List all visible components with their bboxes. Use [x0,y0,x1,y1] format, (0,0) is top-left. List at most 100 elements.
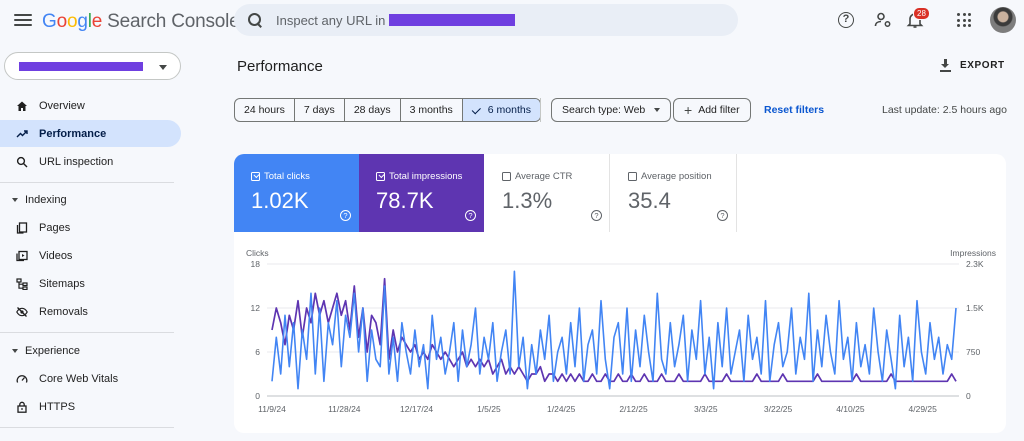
help-icon[interactable]: ? [838,12,854,28]
notification-badge: 28 [913,7,930,20]
add-filter-button[interactable]: + Add filter [673,98,751,122]
sidebar-item-overview[interactable]: Overview [0,92,182,119]
section-label: Experience [25,345,81,357]
metric-label: Total clicks [264,171,310,182]
y-right-tick-label: 0 [966,391,971,401]
chevron-down-icon [654,108,661,112]
x-tick-label: 4/29/25 [909,404,938,414]
sidebar-divider [0,427,174,428]
y-left-tick-label: 18 [251,259,261,269]
y-right-tick-label: 750 [966,347,980,357]
sidebar-item-label: Removals [39,305,88,318]
metric-average-position[interactable]: Average position 35.4 ? [611,154,737,232]
help-icon[interactable]: ? [465,210,476,221]
logo-letter: l [87,11,92,32]
manage-accounts-icon[interactable] [873,10,893,30]
y-left-axis-label: Clicks [246,248,269,258]
range-label: 24 hours [244,104,285,116]
search-type-label: Search type: Web [562,104,646,116]
x-tick-label: 1/5/25 [477,404,501,414]
download-icon [940,58,951,72]
logo-letter: g [77,11,88,32]
metric-total-impressions[interactable]: Total impressions 78.7K ? [359,154,484,232]
sidebar-item-url-inspection[interactable]: URL inspection [0,148,182,175]
sidebar-section-experience[interactable]: Experience [0,340,182,362]
sidebar-item-label: Core Web Vitals [39,372,119,385]
apps-grid-icon[interactable] [957,13,971,27]
performance-chart[interactable]: Clicks Impressions 0 0 6 750 12 1.5K 18 2.3K 11/9/… [234,244,1006,429]
sidebar-item-removals[interactable]: Removals [0,298,182,325]
help-icon[interactable]: ? [340,210,351,221]
x-tick-label: 11/28/24 [328,404,361,414]
performance-card: Total clicks 1.02K ? Total impressions 7… [234,154,1006,433]
range-7-days[interactable]: 7 days [295,99,345,121]
range-6-months[interactable]: 6 months [462,99,540,121]
x-tick-label: 1/24/25 [547,404,576,414]
logo-letter: e [91,11,103,32]
metric-average-ctr[interactable]: Average CTR 1.3% ? [485,154,610,232]
range-24-hours[interactable]: 24 hours [235,99,295,121]
range-3-months[interactable]: 3 months [401,99,463,121]
export-button[interactable]: EXPORT [940,56,1005,74]
search-type-dropdown[interactable]: Search type: Web [551,98,672,122]
filter-divider [540,98,541,122]
x-tick-label: 4/10/25 [836,404,865,414]
export-label: EXPORT [960,59,1005,71]
help-icon[interactable]: ? [717,210,728,221]
sitemap-icon [16,277,28,290]
sidebar-item-core-web-vitals[interactable]: Core Web Vitals [0,365,182,392]
sidebar-section-indexing[interactable]: Indexing [0,189,182,211]
url-inspection-search[interactable]: Inspect any URL in [234,4,738,36]
y-right-axis-label: Impressions [950,248,996,258]
logo-letter: G [42,11,57,32]
metric-value: 35.4 [628,188,671,213]
pages-icon [16,221,28,234]
sidebar-item-label: Performance [39,127,107,140]
metric-label: Average position [641,171,712,182]
page-title: Performance [237,58,323,75]
home-icon [17,101,27,111]
y-right-tick-label: 2.3K [966,259,984,269]
chevron-down-icon [12,349,18,353]
lock-icon [17,401,27,413]
y-left-tick-label: 0 [255,391,260,401]
checkbox-icon [376,172,385,181]
range-label: 3 months [409,104,453,116]
visibility-off-icon [16,306,28,317]
x-tick-label: 11/9/24 [258,404,286,414]
redacted-property [389,14,516,26]
search-icon [16,156,28,167]
range-28-days[interactable]: 28 days [345,99,401,121]
last-update-text: Last update: 2.5 hours ago [882,104,1007,116]
metric-value: 1.02K [251,188,309,213]
top-bar: Google Search Console Inspect any URL in … [0,0,1024,44]
menu-icon[interactable] [14,11,32,29]
metric-value: 78.7K [376,188,434,213]
metric-value: 1.3% [502,188,553,213]
user-avatar[interactable] [990,7,1016,33]
sidebar-item-sitemaps[interactable]: Sitemaps [0,270,182,297]
metric-total-clicks[interactable]: Total clicks 1.02K ? [234,154,359,232]
metric-label: Average CTR [515,171,573,182]
sidebar-item-label: Pages [39,221,71,234]
check-icon [471,104,481,114]
sidebar-item-pages[interactable]: Pages [0,214,182,241]
chevron-down-icon [12,198,18,202]
y-right-tick-label: 1.5K [966,303,984,313]
sidebar-divider [0,182,174,183]
sidebar-item-https[interactable]: HTTPS [0,393,182,420]
reset-filters-link[interactable]: Reset filters [764,104,825,116]
sidebar-item-label: HTTPS [39,400,76,413]
property-selector[interactable] [4,52,181,80]
help-icon[interactable]: ? [591,210,602,221]
search-icon [248,13,262,27]
sidebar-item-videos[interactable]: Videos [0,242,182,269]
sidebar-item-performance[interactable]: Performance [0,120,181,147]
app-logo[interactable]: Google Search Console [42,11,240,33]
trending-up-icon [16,129,28,137]
y-left-tick-label: 6 [255,347,260,357]
logo-letter: o [56,11,68,32]
add-filter-label: Add filter [698,104,740,116]
range-label: 28 days [353,104,391,116]
checkbox-icon [251,172,260,181]
